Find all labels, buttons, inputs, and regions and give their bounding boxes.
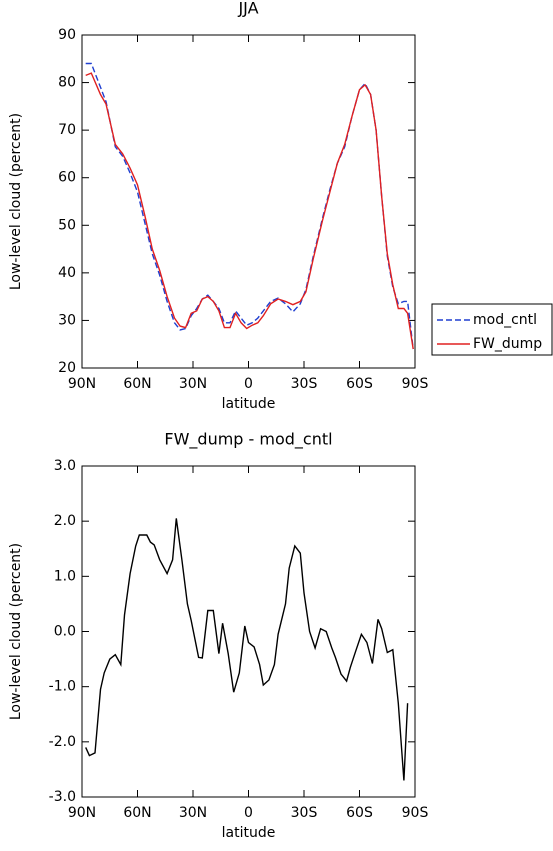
chart-title: JJA: [237, 0, 258, 18]
y-tick-label: 60: [58, 170, 76, 186]
y-tick-label: -3.0: [49, 789, 76, 805]
data-line: [85, 72, 414, 350]
plot-frame: [81, 34, 416, 369]
x-tick-label: 60S: [346, 376, 373, 392]
legend-label: FW_dump: [473, 336, 542, 352]
y-tick-label: -1.0: [49, 679, 76, 695]
y-tick-label: 20: [58, 360, 76, 376]
y-tick-label: 90: [58, 27, 76, 43]
y-tick-label: -2.0: [49, 734, 76, 750]
x-tick-label: 30N: [179, 805, 207, 821]
y-tick-label: 1.0: [54, 568, 76, 584]
y-axis-label: Low-level cloud (percent): [8, 543, 24, 720]
x-axis-label: latitude: [222, 825, 276, 841]
x-tick-label: 90N: [68, 376, 96, 392]
legend-box: [431, 303, 553, 356]
x-tick-label: 90S: [402, 376, 429, 392]
x-axis-label: latitude: [222, 396, 276, 412]
y-tick-label: 30: [58, 312, 76, 328]
y-tick-label: 0.0: [54, 624, 76, 640]
x-tick-label: 30S: [291, 805, 318, 821]
x-tick-label: 0: [244, 805, 253, 821]
x-tick-label: 0: [244, 376, 253, 392]
y-tick-label: 80: [58, 75, 76, 91]
plot-frame: [81, 465, 416, 798]
x-tick-label: 60N: [123, 805, 151, 821]
y-tick-label: 70: [58, 122, 76, 138]
x-tick-label: 90S: [402, 805, 429, 821]
x-tick-label: 60S: [346, 805, 373, 821]
legend-label: mod_cntl: [473, 312, 537, 328]
y-tick-label: 40: [58, 265, 76, 281]
x-tick-label: 30S: [291, 376, 318, 392]
chart-title: FW_dump - mod_cntl: [164, 430, 332, 450]
data-line: [85, 62, 414, 350]
x-tick-label: 60N: [123, 376, 151, 392]
y-axis-label: Low-level cloud (percent): [8, 113, 24, 290]
y-tick-label: 2.0: [54, 513, 76, 529]
y-tick-label: 3.0: [54, 458, 76, 474]
y-tick-label: 50: [58, 217, 76, 233]
x-tick-label: 90N: [68, 805, 96, 821]
data-line: [85, 518, 409, 781]
x-tick-label: 30N: [179, 376, 207, 392]
